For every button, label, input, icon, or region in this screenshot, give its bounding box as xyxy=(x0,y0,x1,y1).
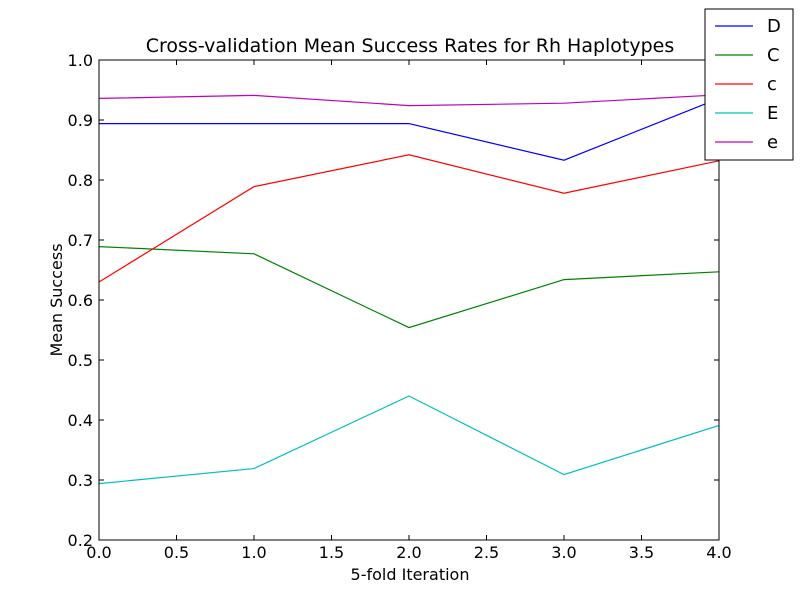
legend-label-2: c xyxy=(767,74,777,95)
x-tick-label: 3.0 xyxy=(551,543,576,562)
ticks-layer: 0.0 0.5 1.0 1.5 2.0 2.5 3.0 3.5 4.0 0.2 0.3 0.4 0.5 0… xyxy=(68,51,732,562)
x-tick-label: 2.5 xyxy=(474,543,499,562)
series-line-1 xyxy=(98,246,720,329)
series-line-2 xyxy=(98,154,720,283)
chart-title: Cross-validation Mean Success Rates for … xyxy=(146,35,675,57)
y-tick-label: 0.8 xyxy=(68,171,93,190)
x-tick-label: 1.0 xyxy=(241,543,266,562)
y-axis-label: Mean Success xyxy=(47,243,66,356)
y-tick-label: 0.3 xyxy=(68,471,93,490)
x-tick-label: 3.5 xyxy=(629,543,654,562)
y-tick-label: 1.0 xyxy=(68,51,93,70)
y-tick-label: 0.9 xyxy=(68,111,93,130)
legend-label-4: e xyxy=(767,132,778,153)
x-tick-label: 2.0 xyxy=(396,543,421,562)
legend-label-3: E xyxy=(767,103,778,124)
series-layer xyxy=(98,94,720,485)
series-line-0 xyxy=(99,97,720,161)
legend-label-0: D xyxy=(767,16,781,37)
y-tick-label: 0.7 xyxy=(68,231,93,250)
series-line-3 xyxy=(98,395,720,485)
x-tick-label: 1.5 xyxy=(319,543,344,562)
legend-label-1: C xyxy=(767,45,780,66)
series-line-4 xyxy=(98,94,720,107)
y-tick-label: 0.4 xyxy=(68,411,93,430)
x-tick-label: 0.5 xyxy=(164,543,189,562)
x-axis-label: 5-fold Iteration xyxy=(351,565,470,584)
x-tick-label: 0.0 xyxy=(86,543,111,562)
y-tick-label: 0.6 xyxy=(68,291,93,310)
y-tick-label: 0.5 xyxy=(68,351,93,370)
x-tick-label: 4.0 xyxy=(706,543,731,562)
y-tick-label: 0.2 xyxy=(68,531,93,550)
